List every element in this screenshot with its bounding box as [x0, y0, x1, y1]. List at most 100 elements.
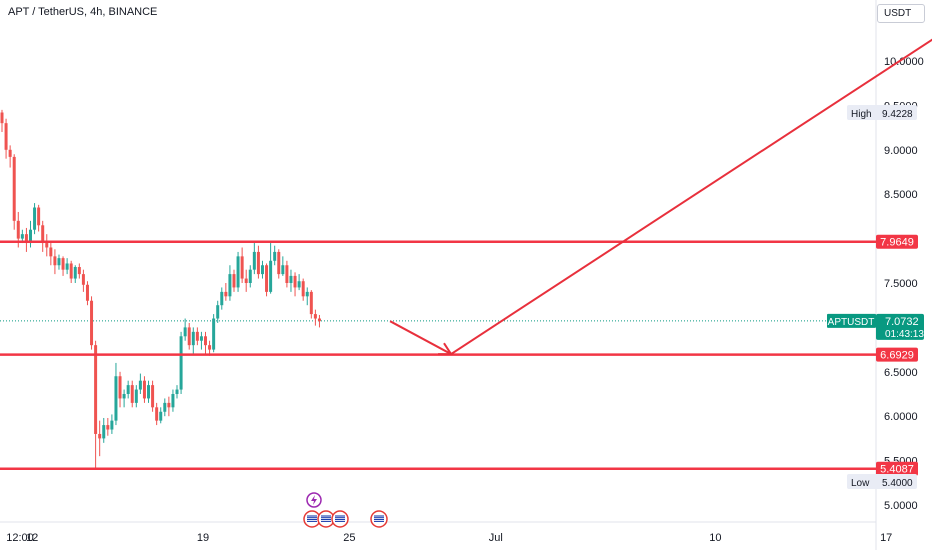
candle — [220, 287, 224, 310]
symbol-tag — [827, 313, 876, 328]
candle-body — [33, 207, 37, 230]
candle — [297, 274, 301, 291]
candle — [224, 283, 228, 301]
candle — [305, 287, 309, 306]
candle-body — [313, 314, 317, 319]
candle — [126, 380, 130, 399]
candle — [122, 389, 126, 408]
candle-body — [24, 234, 28, 244]
candle-body — [130, 385, 134, 403]
candle-body — [138, 380, 142, 390]
candle-body — [183, 327, 187, 337]
x-tick-label: Jul — [489, 532, 503, 544]
level-price-tag — [876, 234, 918, 249]
candle-body — [110, 420, 114, 430]
candle — [187, 322, 191, 350]
candle-body — [90, 300, 94, 346]
candle — [134, 385, 138, 408]
candle-body — [155, 407, 159, 421]
candle-body — [281, 265, 285, 275]
support-resistance-levels[interactable] — [0, 240, 876, 470]
candle — [130, 380, 134, 408]
countdown-label: 01:43:13 — [885, 329, 924, 340]
down-arrowhead — [438, 342, 453, 356]
x-tick-label: 12 — [26, 532, 38, 544]
candle — [199, 331, 203, 350]
candle — [24, 227, 28, 252]
candle — [147, 380, 151, 403]
candle-body — [122, 394, 126, 399]
candle — [118, 371, 122, 408]
candle-body — [114, 376, 118, 421]
candle-body — [317, 318, 321, 322]
projection-path[interactable] — [389, 17, 932, 356]
low-stat-value: 5.4000 — [882, 478, 913, 489]
candle-body — [94, 345, 98, 434]
lightning-event-icon[interactable] — [306, 492, 322, 508]
candle-body — [212, 318, 216, 350]
candle-body — [41, 225, 45, 244]
candle — [4, 118, 8, 159]
candle — [281, 256, 285, 276]
candle-body — [179, 336, 183, 390]
candle-body — [57, 258, 61, 266]
candle-body — [28, 229, 32, 244]
candle-body — [73, 267, 77, 279]
candles — [0, 109, 321, 470]
candle — [94, 340, 98, 470]
candle-body — [252, 251, 256, 270]
candle — [49, 243, 53, 266]
candle-body — [142, 380, 146, 399]
candle — [138, 373, 142, 394]
x-axis[interactable]: 12:00121925Jul101724Aug7 — [6, 532, 932, 544]
candle — [273, 245, 277, 266]
candle — [45, 234, 49, 257]
candle — [69, 260, 73, 283]
us-flag-event-icon[interactable] — [331, 510, 349, 528]
candle — [256, 245, 260, 279]
candle-body — [224, 291, 228, 297]
y-axis[interactable]: 10.00009.50009.00008.50007.50006.50006.0… — [884, 56, 924, 512]
candle — [73, 265, 77, 283]
symbol-label: APTUSDT — [828, 317, 875, 328]
lightning-glyph — [311, 495, 317, 505]
candle-body — [273, 251, 277, 261]
candle — [265, 263, 269, 297]
high-stat-value: 9.4228 — [882, 109, 913, 120]
candle — [110, 414, 114, 434]
candle-body — [69, 263, 73, 279]
x-tick-label: 10 — [709, 532, 721, 544]
candle — [317, 314, 321, 328]
y-tick-label: 6.0000 — [884, 411, 918, 423]
candle — [151, 380, 155, 412]
candle-body — [248, 269, 252, 283]
event-markers[interactable] — [303, 492, 388, 528]
candle-body — [0, 112, 4, 124]
us-flag-event-icon[interactable] — [317, 510, 335, 528]
candle — [57, 254, 61, 270]
level-price-tag — [876, 347, 918, 362]
candle — [12, 154, 16, 230]
candle — [252, 243, 256, 275]
candle-body — [305, 291, 309, 297]
candle — [155, 402, 159, 426]
y-tick-label: 8.5000 — [884, 189, 918, 201]
us-flag-event-icon[interactable] — [370, 510, 388, 528]
candle — [33, 203, 37, 235]
candle-body — [167, 402, 171, 408]
candle — [142, 376, 146, 403]
currency-selector[interactable]: USDT — [877, 4, 925, 23]
candle-body — [16, 220, 20, 239]
candle — [289, 269, 293, 292]
projection-arrow[interactable] — [389, 17, 932, 356]
candle-body — [8, 149, 12, 157]
y-tick-label: 6.5000 — [884, 367, 918, 379]
candle-body — [98, 433, 102, 439]
candle-body — [199, 336, 203, 341]
candle-body — [240, 256, 244, 279]
candle-body — [244, 278, 248, 283]
candle-body — [269, 260, 273, 292]
candle — [183, 318, 187, 341]
x-tick-label: 25 — [343, 532, 355, 544]
